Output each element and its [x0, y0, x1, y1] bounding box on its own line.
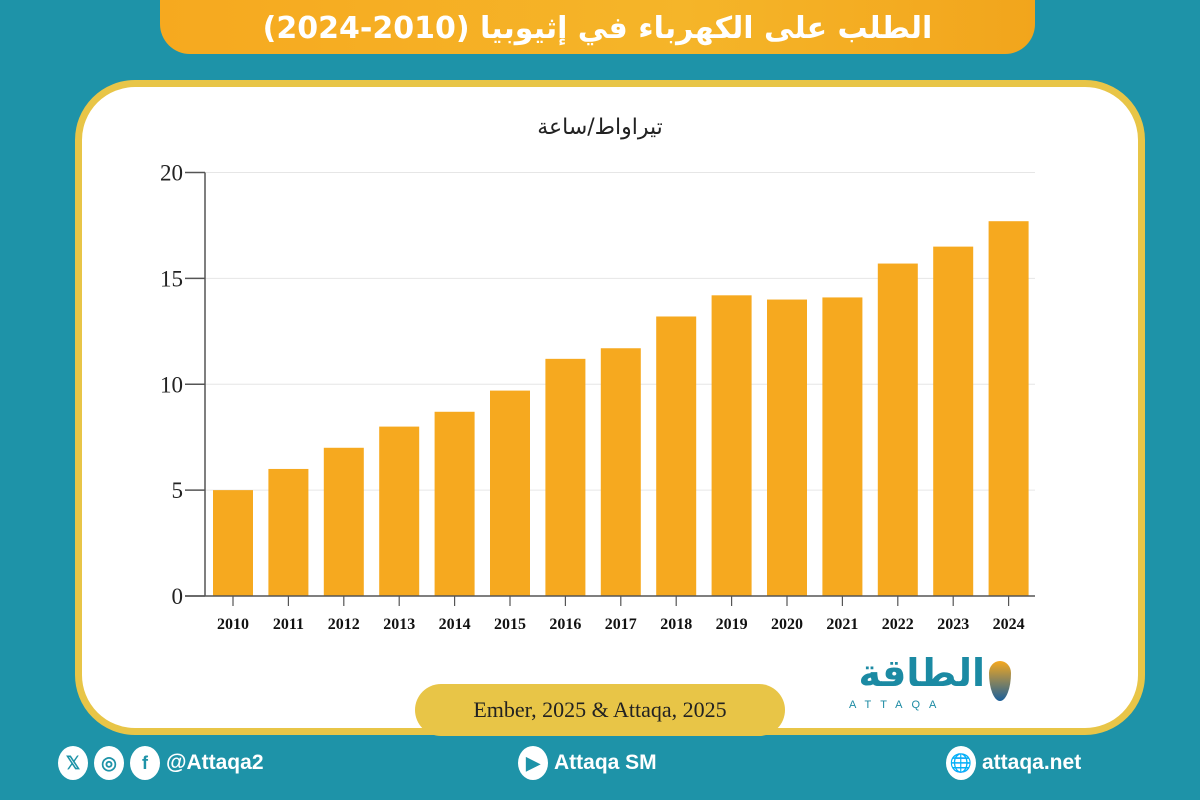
bar-2014 [434, 411, 475, 596]
instagram-icon[interactable]: ◎ [94, 746, 124, 780]
attaqa-logo: الطاقة ATTAQA [835, 651, 1015, 717]
x-tick-label: 2013 [383, 616, 415, 633]
bar-2021 [822, 297, 863, 596]
logo-latin: ATTAQA [849, 699, 946, 711]
bar-2023 [933, 246, 974, 597]
youtube-icon: ▶ [518, 746, 548, 780]
x-tick-label: 2012 [328, 616, 360, 633]
x-icon[interactable]: 𝕏 [58, 746, 88, 780]
bar-2012 [323, 447, 364, 596]
bar-2015 [490, 390, 530, 596]
website-label: attaqa.net [982, 751, 1082, 774]
facebook-icon[interactable]: f [130, 746, 160, 780]
youtube-label: Attaqa SM [554, 751, 657, 774]
website-link[interactable]: 🌐 attaqa.net [946, 745, 1081, 781]
x-tick-label: 2016 [549, 616, 581, 633]
x-tick-label: 2024 [993, 616, 1025, 633]
x-tick-label: 2010 [217, 616, 249, 633]
bar-2016 [545, 358, 586, 596]
chart-title: الطلب على الكهرباء في إثيوبيا (2010-2024… [262, 11, 933, 46]
logo-drop-icon [989, 661, 1011, 701]
bar-2019 [711, 295, 752, 596]
youtube-link[interactable]: ▶ Attaqa SM [518, 745, 657, 781]
bar-2018 [656, 316, 697, 596]
x-tick-label: 2021 [826, 616, 858, 633]
y-tick-label: 0 [172, 584, 184, 609]
x-tick-label: 2015 [494, 616, 526, 633]
y-tick-label: 20 [160, 161, 183, 186]
source-label: Ember, 2025 & Attaqa, 2025 [415, 684, 785, 736]
logo-arabic: الطاقة [858, 651, 985, 695]
y-axis-label: تيراواط/ساعة [537, 115, 663, 140]
title-banner: الطلب على الكهرباء في إثيوبيا (2010-2024… [160, 0, 1035, 54]
bar-2020 [767, 299, 807, 596]
y-tick-label: 10 [160, 372, 183, 397]
social-links: 𝕏 ◎ f @Attaqa2 [58, 745, 264, 781]
x-tick-label: 2023 [937, 616, 969, 633]
x-tick-label: 2019 [716, 616, 748, 633]
bar-2011 [268, 468, 309, 596]
x-tick-label: 2018 [660, 616, 692, 633]
x-tick-label: 2020 [771, 616, 803, 633]
x-tick-label: 2014 [439, 616, 471, 633]
x-tick-label: 2022 [882, 616, 914, 633]
bar-2024 [988, 221, 1029, 596]
bar-2017 [600, 348, 641, 596]
bar-2010 [213, 490, 253, 596]
y-tick-label: 5 [172, 478, 184, 503]
globe-icon: 🌐 [946, 746, 976, 780]
bar-2022 [877, 263, 918, 596]
bar-2013 [379, 426, 420, 596]
y-tick-label: 15 [160, 266, 183, 291]
x-tick-label: 2011 [273, 616, 304, 633]
social-handle[interactable]: @Attaqa2 [166, 751, 264, 774]
x-tick-label: 2017 [605, 616, 637, 633]
